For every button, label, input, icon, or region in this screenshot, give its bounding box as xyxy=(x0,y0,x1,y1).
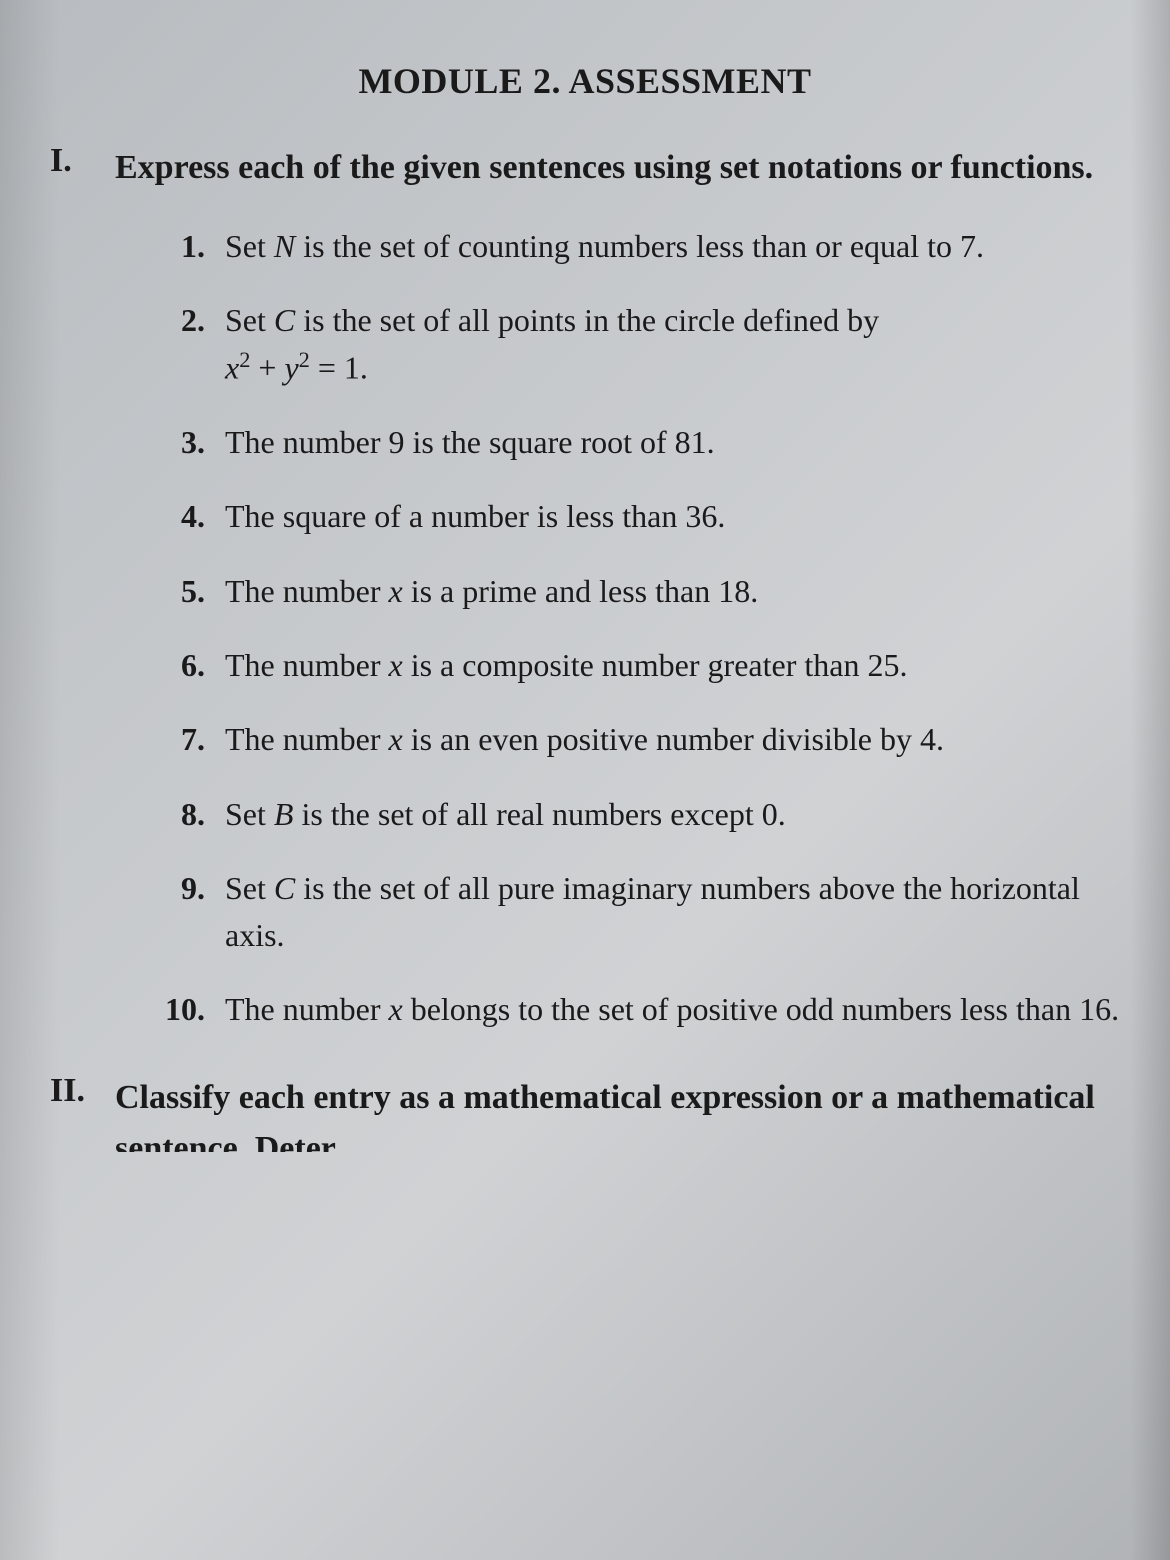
item-7: 7. The number x is an even positive numb… xyxy=(150,716,1120,762)
item-1: 1. Set N is the set of counting numbers … xyxy=(150,223,1120,269)
item-10-prefix: The number xyxy=(225,991,389,1027)
item-2-prefix: Set xyxy=(225,302,274,338)
item-6: 6. The number x is a composite number gr… xyxy=(150,642,1120,688)
item-7-var: x xyxy=(389,721,403,757)
item-5-suffix: is a prime and less than 18. xyxy=(403,573,758,609)
item-8-suffix: is the set of all real numbers except 0. xyxy=(293,796,785,832)
item-4-text: The square of a number is less than 36. xyxy=(225,493,1120,539)
section-1-heading: Express each of the given sentences usin… xyxy=(115,142,1093,193)
item-6-var: x xyxy=(389,647,403,683)
item-7-suffix: is an even positive number divisible by … xyxy=(403,721,944,757)
item-8-prefix: Set xyxy=(225,796,274,832)
item-5-num: 5. xyxy=(150,568,205,614)
item-9: 9. Set C is the set of all pure imaginar… xyxy=(150,865,1120,958)
item-4: 4. The square of a number is less than 3… xyxy=(150,493,1120,539)
item-2-eq-sup2: 2 xyxy=(299,347,310,372)
item-6-suffix: is a composite number greater than 25. xyxy=(403,647,908,683)
item-4-num: 4. xyxy=(150,493,205,539)
item-8-text: Set B is the set of all real numbers exc… xyxy=(225,791,1120,837)
item-3-num: 3. xyxy=(150,419,205,465)
item-9-text: Set C is the set of all pure imaginary n… xyxy=(225,865,1120,958)
item-9-num: 9. xyxy=(150,865,205,911)
item-7-text: The number x is an even positive number … xyxy=(225,716,1120,762)
item-5-prefix: The number xyxy=(225,573,389,609)
section-1-items: 1. Set N is the set of counting numbers … xyxy=(50,223,1120,1032)
item-3: 3. The number 9 is the square root of 81… xyxy=(150,419,1120,465)
item-2: 2. Set C is the set of all points in the… xyxy=(150,297,1120,390)
item-8-var: B xyxy=(274,796,294,832)
item-2-eq-sup1: 2 xyxy=(239,347,250,372)
module-title: MODULE 2. ASSESSMENT xyxy=(50,60,1120,102)
item-1-var: N xyxy=(274,228,295,264)
item-7-prefix: The number xyxy=(225,721,389,757)
item-5: 5. The number x is a prime and less than… xyxy=(150,568,1120,614)
item-2-eq-x: x xyxy=(225,349,239,385)
item-10-text: The number x belongs to the set of posit… xyxy=(225,986,1120,1032)
item-2-num: 2. xyxy=(150,297,205,343)
item-8: 8. Set B is the set of all real numbers … xyxy=(150,791,1120,837)
item-3-text: The number 9 is the square root of 81. xyxy=(225,419,1120,465)
item-2-text: Set C is the set of all points in the ci… xyxy=(225,297,1120,390)
item-9-prefix: Set xyxy=(225,870,274,906)
item-1-suffix: is the set of counting numbers less than… xyxy=(295,228,984,264)
item-10: 10. The number x belongs to the set of p… xyxy=(150,986,1120,1032)
item-9-suffix: is the set of all pure imaginary numbers… xyxy=(225,870,1080,952)
item-2-eq-y: y xyxy=(284,349,298,385)
section-2-heading: Classify each entry as a mathematical ex… xyxy=(115,1072,1120,1152)
item-6-prefix: The number xyxy=(225,647,389,683)
item-10-suffix: belongs to the set of positive odd numbe… xyxy=(403,991,1119,1027)
page-shadow-left xyxy=(0,0,60,1560)
page-shadow-right xyxy=(1130,0,1170,1560)
item-10-var: x xyxy=(389,991,403,1027)
section-2: II. Classify each entry as a mathematica… xyxy=(50,1072,1120,1152)
item-2-var: C xyxy=(274,302,295,338)
item-7-num: 7. xyxy=(150,716,205,762)
item-5-text: The number x is a prime and less than 18… xyxy=(225,568,1120,614)
item-10-num: 10. xyxy=(150,986,205,1032)
item-6-num: 6. xyxy=(150,642,205,688)
item-9-var: C xyxy=(274,870,295,906)
item-8-num: 8. xyxy=(150,791,205,837)
section-2-header: II. Classify each entry as a mathematica… xyxy=(50,1072,1120,1152)
item-5-var: x xyxy=(389,573,403,609)
item-1-text: Set N is the set of counting numbers les… xyxy=(225,223,1120,269)
item-2-suffix: is the set of all points in the circle d… xyxy=(295,302,879,338)
section-1: I. Express each of the given sentences u… xyxy=(50,142,1120,1032)
item-6-text: The number x is a composite number great… xyxy=(225,642,1120,688)
section-1-header: I. Express each of the given sentences u… xyxy=(50,142,1120,193)
item-1-prefix: Set xyxy=(225,228,274,264)
item-1-num: 1. xyxy=(150,223,205,269)
